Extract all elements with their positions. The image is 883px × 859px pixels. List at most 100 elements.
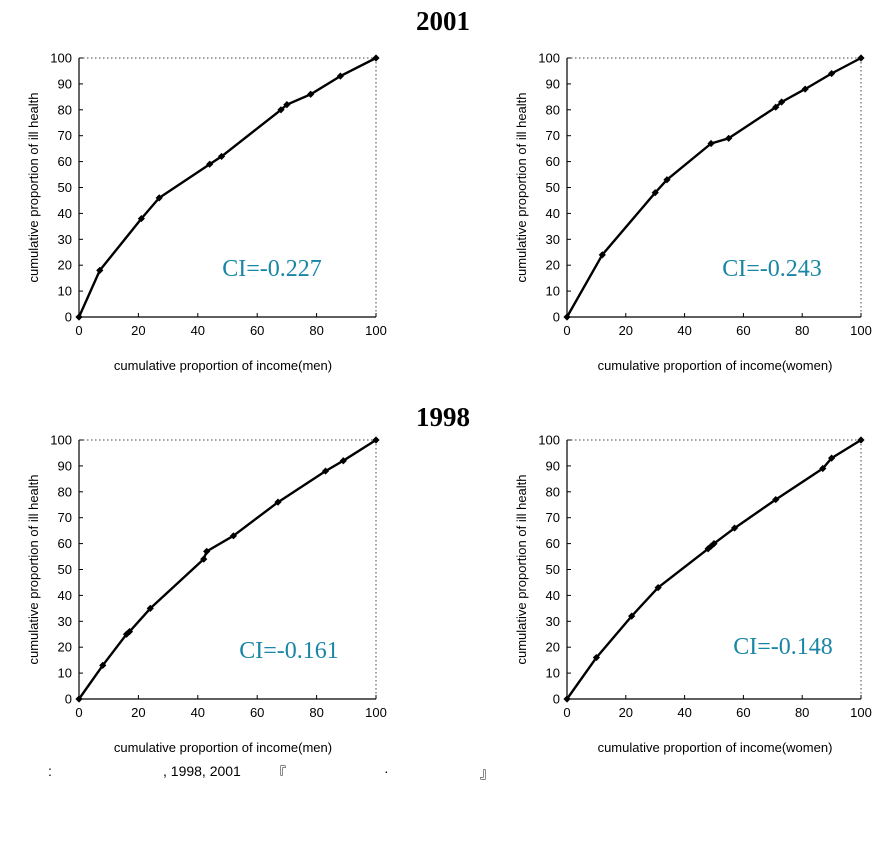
data-point [372,436,380,444]
y-tick-label: 60 [58,154,72,169]
y-tick-label: 90 [58,458,72,473]
data-point [206,160,214,168]
data-point [155,194,163,202]
y-tick-label: 0 [65,310,72,325]
data-point [307,90,315,98]
y-tick-label: 20 [58,640,72,655]
data-point [654,584,662,592]
y-tick-label: 80 [546,484,560,499]
x-tick-label: 40 [191,705,205,720]
x-tick-label: 40 [191,323,205,338]
y-tick-label: 0 [553,692,560,707]
y-axis-label: cumulative proportion of ill health [26,92,41,282]
x-tick-label: 100 [365,323,387,338]
x-tick-label: 80 [795,705,809,720]
x-tick-label: 80 [795,323,809,338]
y-tick-label: 90 [546,76,560,91]
y-tick-label: 10 [58,666,72,681]
data-point [592,653,600,662]
data-point [229,532,238,540]
y-tick-label: 50 [58,180,72,195]
y-tick-label: 50 [546,562,560,577]
y-tick-label: 100 [50,51,72,66]
y-tick-label: 30 [546,232,560,247]
x-axis-label: cumulative proportion of income(women) [598,358,833,373]
y-axis-label: cumulative proportion of ill health [514,474,529,664]
data-point [137,214,145,223]
concentration-curve-line [566,438,862,700]
data-point [801,85,809,93]
data-point [96,266,104,274]
y-tick-label: 30 [58,232,72,247]
y-tick-label: 60 [58,536,72,551]
y-tick-label: 60 [546,154,560,169]
data-point [707,139,715,148]
y-tick-label: 20 [546,640,560,655]
source-open-quote: 『 [272,765,286,781]
x-tick-label: 20 [619,705,633,720]
data-point [819,464,827,473]
data-point [339,457,347,465]
x-axis-label: cumulative proportion of income(men) [114,358,332,373]
y-tick-label: 40 [546,206,560,221]
ci-annotation: CI=-0.161 [239,638,339,664]
x-tick-label: 20 [131,705,145,720]
data-point [857,436,865,444]
source-colon: : [48,763,52,779]
y-tick-label: 100 [538,51,560,66]
data-point [203,547,211,555]
data-point [857,54,865,62]
data-point [628,612,636,620]
y-tick-label: 10 [546,666,560,681]
data-point [75,313,83,321]
data-point [336,72,344,80]
data-point [598,251,606,259]
source-years: , 1998, 2001 [163,763,241,779]
data-point [217,152,226,161]
ci-annotation: CI=-0.148 [733,634,833,660]
y-tick-label: 100 [50,433,72,448]
y-tick-label: 50 [58,562,72,577]
data-point [274,498,282,506]
data-point [651,189,659,197]
x-tick-label: 20 [131,323,145,338]
x-tick-label: 60 [736,323,750,338]
ci-annotation: CI=-0.227 [222,256,322,282]
data-point [146,604,154,612]
y-tick-label: 80 [58,484,72,499]
y-axis-label: cumulative proportion of ill health [26,474,41,664]
x-tick-label: 80 [309,323,323,338]
x-tick-label: 0 [75,705,82,720]
data-point [321,467,330,475]
x-tick-label: 0 [563,705,570,720]
y-tick-label: 60 [546,536,560,551]
data-point [277,106,285,114]
data-point [772,495,780,504]
data-point [200,555,208,563]
y-tick-label: 30 [546,614,560,629]
x-tick-label: 100 [850,705,872,720]
y-tick-label: 0 [553,310,560,325]
source-note: : , 1998, 2001 『 · 』 [48,763,494,859]
y-tick-label: 70 [58,128,72,143]
year-title-1998: 1998 [416,402,470,432]
x-tick-label: 0 [563,323,570,338]
chart-1998-women: 0 10 20 30 40 50 60 70 80 90 100 0 20 40 60 80 100 cumula… [514,433,872,756]
x-tick-label: 60 [250,323,264,338]
x-tick-label: 20 [619,323,633,338]
x-tick-label: 60 [250,705,264,720]
y-tick-label: 0 [65,692,72,707]
data-point [828,69,836,78]
y-tick-label: 80 [546,102,560,117]
x-axis-label: cumulative proportion of income(men) [114,740,332,755]
data-point [778,98,786,106]
data-point [663,176,671,184]
data-point [563,313,571,321]
data-point [563,695,571,703]
y-tick-label: 30 [58,614,72,629]
ci-annotation: CI=-0.243 [722,256,822,282]
x-tick-label: 40 [677,323,691,338]
y-tick-label: 80 [58,102,72,117]
data-point [730,524,739,532]
